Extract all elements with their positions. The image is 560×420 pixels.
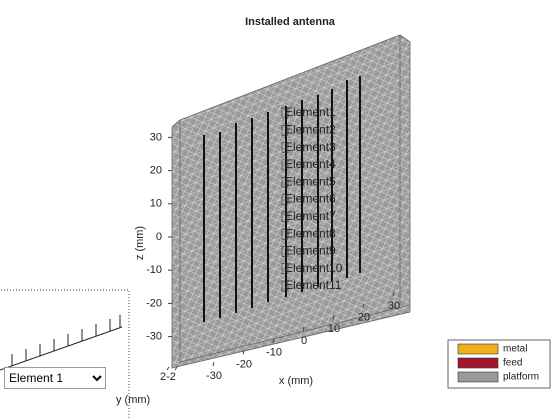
- element-marker: [281, 125, 289, 136]
- element-label: Element1: [285, 105, 336, 119]
- element-label: Element11: [285, 278, 342, 292]
- antenna-elements: [203, 76, 361, 322]
- element-marker: [281, 228, 289, 240]
- element-marker: [281, 194, 289, 205]
- element-marker: [281, 159, 289, 171]
- z-tick-label: 10: [150, 198, 162, 210]
- element-dropdown[interactable]: Element 1: [4, 367, 106, 389]
- y-axis-label: y (mm): [116, 394, 150, 406]
- element-label: Element3: [285, 140, 336, 154]
- x-tick: [332, 315, 335, 320]
- x-tick: [392, 291, 395, 297]
- element-marker: [281, 176, 289, 188]
- element-marker: [281, 211, 289, 223]
- y-tick: [166, 366, 170, 371]
- x-tick: [212, 361, 215, 367]
- element-marker: [281, 107, 289, 119]
- panel-axis: [0, 326, 123, 371]
- y-tick-label: -2: [166, 371, 176, 383]
- x-tick-label: -20: [236, 358, 252, 370]
- x-tick: [242, 350, 245, 355]
- z-tick-label: 0: [156, 231, 162, 243]
- element-marker: [281, 280, 289, 292]
- x-tick: [362, 303, 365, 308]
- legend-swatch: [457, 357, 499, 369]
- box-edge: [171, 119, 411, 363]
- element-label: Element6: [285, 192, 336, 206]
- panel: [0, 289, 130, 420]
- legend-label: feed: [503, 358, 522, 369]
- x-axis-label: x (mm): [279, 375, 313, 387]
- z-tick-label: -10: [146, 264, 162, 276]
- element-marker: [281, 263, 289, 275]
- legend-label: metal: [503, 344, 527, 355]
- z-tick-label: 30: [150, 131, 162, 143]
- x-tick-label: -10: [266, 347, 282, 359]
- x-tick-label: -30: [206, 370, 222, 382]
- panel-ticks: [11, 315, 121, 366]
- element-label: Element2: [285, 122, 336, 136]
- y-tick-label: 2: [160, 371, 166, 383]
- x-tick-label: 30: [388, 300, 400, 312]
- element-label: Element7: [285, 209, 336, 223]
- z-tick-label: 20: [150, 165, 162, 177]
- x-tick: [272, 338, 275, 343]
- legend-swatch: [457, 371, 499, 383]
- x-tick-label: 10: [328, 323, 340, 335]
- z-axis-label: z (mm): [134, 226, 146, 260]
- element-label: Element10: [285, 261, 343, 275]
- element-marker: [281, 246, 289, 257]
- z-tick-label: -30: [146, 331, 162, 343]
- element-marker: [281, 142, 289, 153]
- legend-swatch: [457, 343, 499, 355]
- element-label: Element8: [285, 226, 336, 240]
- element-label: Element5: [285, 174, 336, 188]
- y-tick: [174, 366, 178, 371]
- z-tick-label: -20: [146, 297, 162, 309]
- title: Installed antenna: [245, 16, 336, 28]
- legend-label: platform: [503, 372, 539, 383]
- x-tick: [302, 326, 305, 332]
- x-tick-label: 0: [301, 335, 307, 347]
- element-label: Element9: [285, 244, 336, 258]
- element-label: Element4: [285, 157, 336, 171]
- x-tick-label: 20: [358, 312, 370, 324]
